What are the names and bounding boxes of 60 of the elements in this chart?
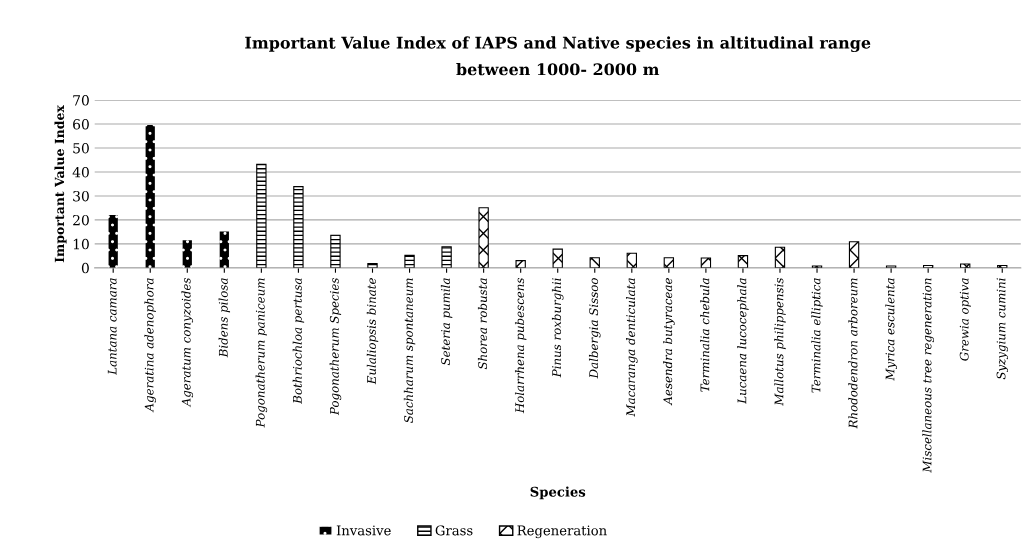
bar bbox=[774, 246, 786, 268]
y-tick-label: 70 bbox=[73, 95, 89, 106]
x-tick-label: Aesendra butyraceae bbox=[663, 278, 675, 406]
bar bbox=[478, 207, 489, 268]
y-tick-label: 30 bbox=[73, 190, 89, 202]
x-tick-label: Ageratina adenophora bbox=[144, 278, 157, 413]
bar bbox=[367, 262, 378, 268]
bar bbox=[182, 240, 192, 268]
x-tick-label: Sachharum spontaneum bbox=[403, 278, 416, 423]
x-tick-label: Lucaena lucocephala bbox=[737, 278, 749, 404]
bar bbox=[293, 186, 304, 268]
x-tick-label: Syzygium cumini bbox=[996, 278, 1008, 380]
x-tick-label: Holarrhena pubescens bbox=[514, 277, 527, 414]
bar bbox=[256, 163, 267, 268]
x-tick-label: Eulaliopsis binate bbox=[366, 278, 379, 385]
x-tick-label: Seteria pumila bbox=[440, 278, 453, 366]
bar bbox=[552, 248, 563, 268]
x-tick-label: Grewia optiva bbox=[959, 278, 971, 361]
x-tick-label: Miscellaneous tree regeneration bbox=[922, 278, 934, 473]
x-axis-title: Species bbox=[530, 486, 586, 500]
x-tick-label: Ageratum conyzoides bbox=[181, 277, 194, 408]
x-tick-label: Myrica esculenta bbox=[885, 278, 897, 381]
bar bbox=[404, 254, 415, 268]
x-tick-label: Pinus roxburghii bbox=[551, 278, 564, 378]
x-tick-label: Rhododendron arboreum bbox=[848, 278, 858, 429]
x-tick-label: Terminalia chebula bbox=[700, 278, 710, 392]
bar bbox=[737, 255, 749, 268]
x-tick-label: Shorea robusta bbox=[477, 278, 488, 370]
legend-label: Regeneration bbox=[517, 525, 607, 539]
y-axis-title: Important Value Index bbox=[54, 105, 67, 263]
bar bbox=[219, 231, 229, 268]
bar bbox=[330, 234, 341, 268]
x-tick-label: Pogonatherum Species bbox=[329, 277, 342, 416]
x-tick-label: Mallotus philippensis bbox=[774, 277, 786, 406]
y-tick-label: 60 bbox=[73, 119, 89, 130]
bar bbox=[441, 246, 452, 268]
x-tick-label: Lantana camara bbox=[107, 278, 117, 375]
x-tick-label: Macaranga denticulata bbox=[626, 278, 638, 417]
bar bbox=[960, 263, 971, 268]
x-tick-label: Bothriochloa pertusa bbox=[292, 278, 305, 404]
bar bbox=[145, 125, 155, 268]
chart-title: Important Value Index of IAPS and Native species in altitudinal range between 1000- 2000 m bbox=[245, 36, 871, 76]
x-tick-label: Terminalia elliptica bbox=[811, 278, 823, 393]
bar bbox=[700, 257, 712, 268]
legend-label: Grass bbox=[435, 525, 473, 536]
y-tick-label: 10 bbox=[73, 238, 89, 250]
x-tick-label: Bidens pilosa bbox=[218, 278, 231, 358]
y-tick-label: 20 bbox=[73, 214, 89, 226]
bar bbox=[108, 214, 118, 268]
y-tick-label: 0 bbox=[81, 262, 89, 274]
bar bbox=[589, 257, 600, 268]
bar bbox=[515, 260, 526, 268]
x-tick-label: Pogonatherum paniceum bbox=[255, 278, 268, 428]
bar bbox=[663, 257, 675, 268]
bar bbox=[848, 241, 860, 268]
y-tick-label: 50 bbox=[73, 143, 89, 154]
y-tick-label: 40 bbox=[72, 166, 89, 178]
bar bbox=[626, 252, 637, 268]
x-tick-label: Dalbergia Sissoo bbox=[588, 278, 601, 379]
legend-label: Invasive bbox=[336, 525, 391, 536]
